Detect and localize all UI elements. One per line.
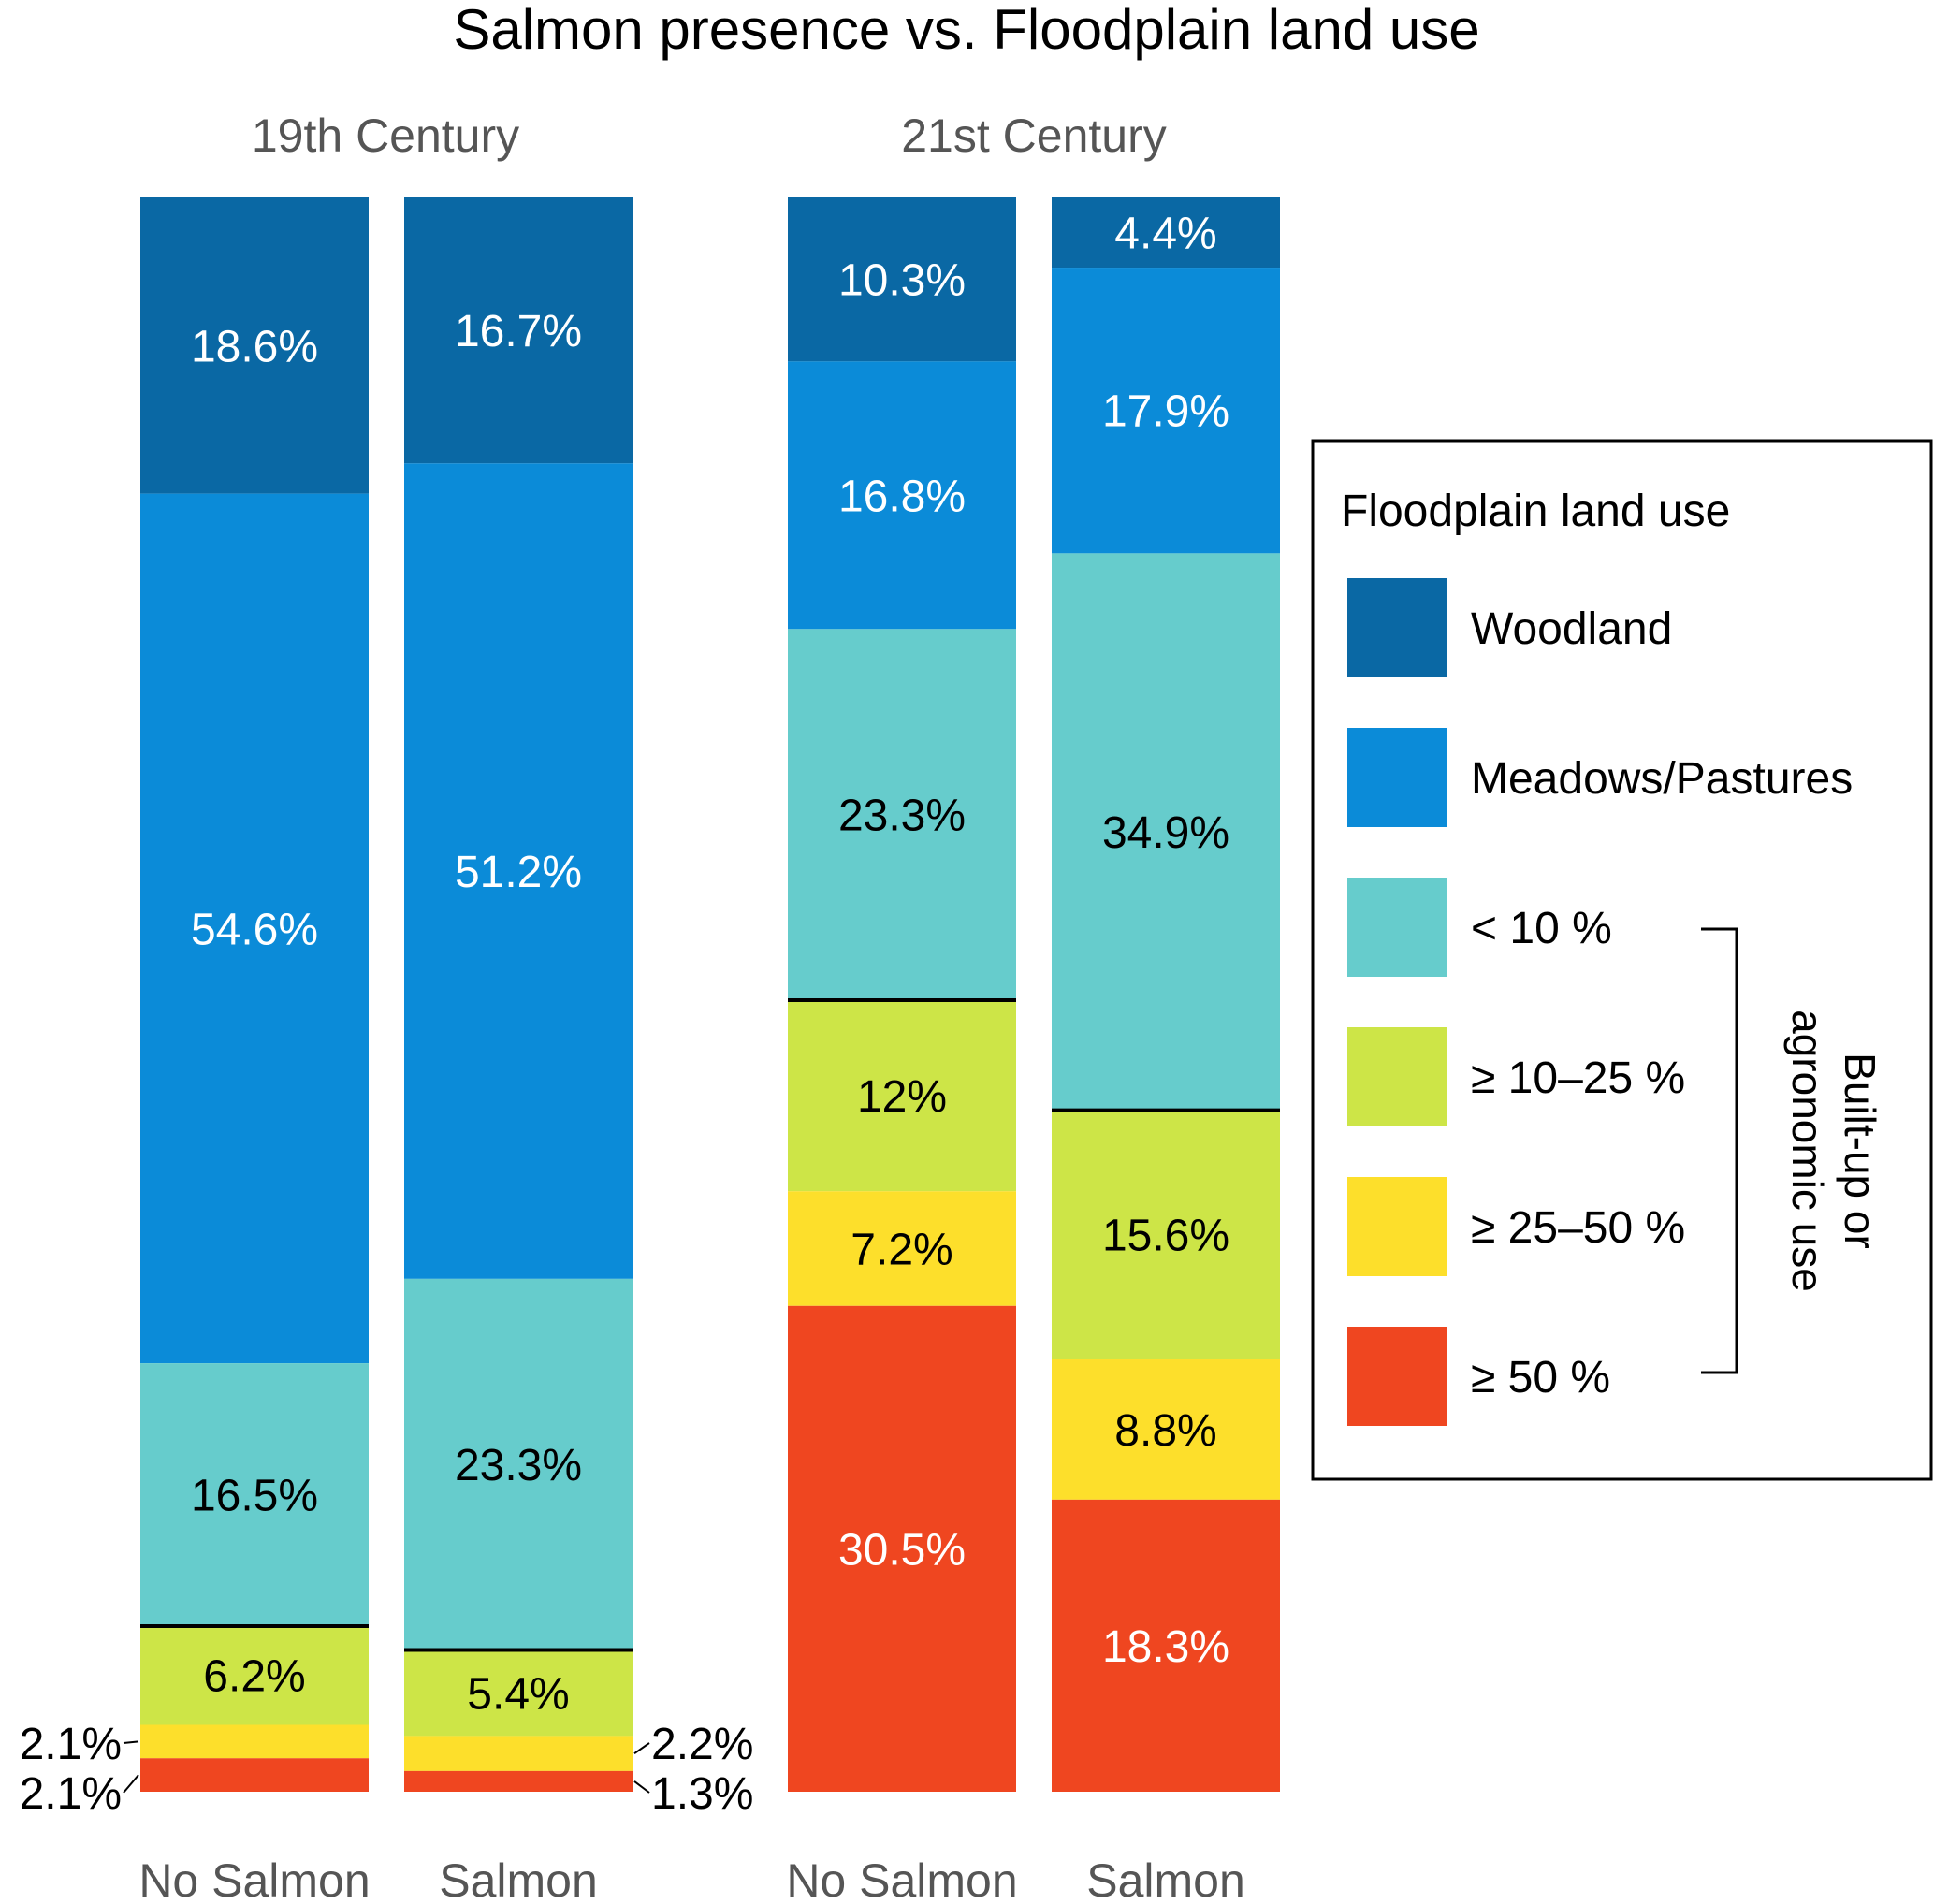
category-label-1-0: No Salmon xyxy=(786,1854,1017,1904)
legend-label-4: ≥ 25–50 % xyxy=(1471,1203,1685,1253)
data-label-1-1-2: 34.9% xyxy=(1102,808,1229,858)
data-label-0-1-2: 23.3% xyxy=(455,1441,582,1490)
data-label-1-0-1: 16.8% xyxy=(838,472,966,521)
data-label-0-0-1: 54.6% xyxy=(191,905,318,954)
legend-swatch-0 xyxy=(1347,578,1447,677)
data-label-0-0-4: 2.1% xyxy=(20,1720,122,1769)
bar-segment-0-1-1 xyxy=(404,463,633,1279)
data-label-0-1-4: 2.2% xyxy=(651,1720,753,1769)
bar-segment-1-1-3 xyxy=(1052,1110,1280,1359)
group-title-1: 21st Century xyxy=(901,109,1166,162)
bar-segment-0-0-1 xyxy=(140,493,369,1364)
legend-swatch-4 xyxy=(1347,1177,1447,1276)
leader-line-0-0-4 xyxy=(123,1740,139,1744)
bar-segment-1-0-3 xyxy=(788,999,1016,1192)
data-label-1-0-0: 10.3% xyxy=(838,256,966,306)
bar-segment-0-0-2 xyxy=(140,1363,369,1626)
data-label-0-0-5: 2.1% xyxy=(20,1769,122,1819)
bar-segment-1-0-4 xyxy=(788,1191,1016,1306)
bar-segment-1-0-5 xyxy=(788,1305,1016,1792)
category-label-0-1: Salmon xyxy=(439,1854,598,1904)
bar-segment-0-0-0 xyxy=(140,197,369,494)
bar-segment-1-1-2 xyxy=(1052,553,1280,1111)
data-label-0-1-1: 51.2% xyxy=(455,848,582,897)
leader-line-0-1-4 xyxy=(633,1742,650,1754)
bar-segment-0-0-4 xyxy=(140,1724,369,1759)
legend-swatch-1 xyxy=(1347,728,1447,827)
chart-title: Salmon presence vs. Floodplain land use xyxy=(453,0,1479,61)
legend-label-3: ≥ 10–25 % xyxy=(1471,1054,1685,1103)
data-label-0-0-3: 6.2% xyxy=(203,1652,305,1702)
bar-segment-1-1-1 xyxy=(1052,268,1280,554)
bar-segment-1-1-4 xyxy=(1052,1359,1280,1500)
legend-swatch-2 xyxy=(1347,878,1447,977)
data-label-1-0-4: 7.2% xyxy=(851,1226,952,1275)
data-label-1-1-3: 15.6% xyxy=(1102,1212,1229,1261)
legend-label-0: Woodland xyxy=(1471,604,1672,654)
bar-segment-1-0-2 xyxy=(788,629,1016,1000)
legend-label-2: < 10 % xyxy=(1471,904,1612,953)
legend-swatch-5 xyxy=(1347,1327,1447,1426)
data-label-1-1-1: 17.9% xyxy=(1102,387,1229,437)
group-title-0: 19th Century xyxy=(252,109,519,162)
legend-swatch-3 xyxy=(1347,1027,1447,1126)
category-label-1-1: Salmon xyxy=(1086,1854,1245,1904)
legend-label-1: Meadows/Pastures xyxy=(1471,754,1853,804)
data-label-1-1-4: 8.8% xyxy=(1114,1406,1216,1456)
data-label-0-0-2: 16.5% xyxy=(191,1472,318,1521)
data-label-1-0-3: 12% xyxy=(857,1072,947,1122)
bar-segment-0-1-5 xyxy=(404,1770,633,1792)
bar-segment-1-0-1 xyxy=(788,361,1016,630)
data-label-0-0-0: 18.6% xyxy=(191,322,318,371)
data-label-1-0-5: 30.5% xyxy=(838,1525,966,1575)
category-label-0-0: No Salmon xyxy=(138,1854,370,1904)
legend-bracket-label: Built-up oragronomic use xyxy=(1783,1010,1884,1292)
bar-segment-0-1-0 xyxy=(404,197,633,464)
data-label-1-1-0: 4.4% xyxy=(1114,210,1216,259)
data-label-0-1-0: 16.7% xyxy=(455,307,582,356)
bar-segment-0-1-2 xyxy=(404,1278,633,1650)
bar-segment-0-1-3 xyxy=(404,1650,633,1737)
bars-layer: 19th Century 18.6% 54.6% 16.5% 6.2% 2.1%2.1% N… xyxy=(20,109,1280,1904)
bar-segment-0-0-3 xyxy=(140,1625,369,1725)
leader-line-0-0-5 xyxy=(123,1774,139,1794)
leader-line-0-1-5 xyxy=(633,1780,650,1794)
bar-segment-0-0-5 xyxy=(140,1758,369,1792)
legend-bracket xyxy=(1701,927,1738,1374)
bar-segment-0-1-4 xyxy=(404,1736,633,1771)
data-label-0-1-5: 1.3% xyxy=(651,1769,753,1819)
bar-segment-1-1-0 xyxy=(1052,197,1280,269)
legend-bracket-label-line-1: Built-up or xyxy=(1836,1053,1884,1249)
bar-segment-1-0-0 xyxy=(788,197,1016,362)
data-label-1-1-5: 18.3% xyxy=(1102,1622,1229,1672)
data-label-1-0-2: 23.3% xyxy=(838,792,966,841)
legend-bracket-label-line-2: agronomic use xyxy=(1783,1010,1832,1292)
legend: Floodplain land use Woodland Meadows/Past… xyxy=(1311,439,1933,1481)
legend-label-5: ≥ 50 % xyxy=(1471,1353,1610,1403)
data-label-0-1-3: 5.4% xyxy=(467,1669,569,1719)
legend-title: Floodplain land use xyxy=(1341,487,1730,536)
bar-segment-1-1-5 xyxy=(1052,1499,1280,1792)
